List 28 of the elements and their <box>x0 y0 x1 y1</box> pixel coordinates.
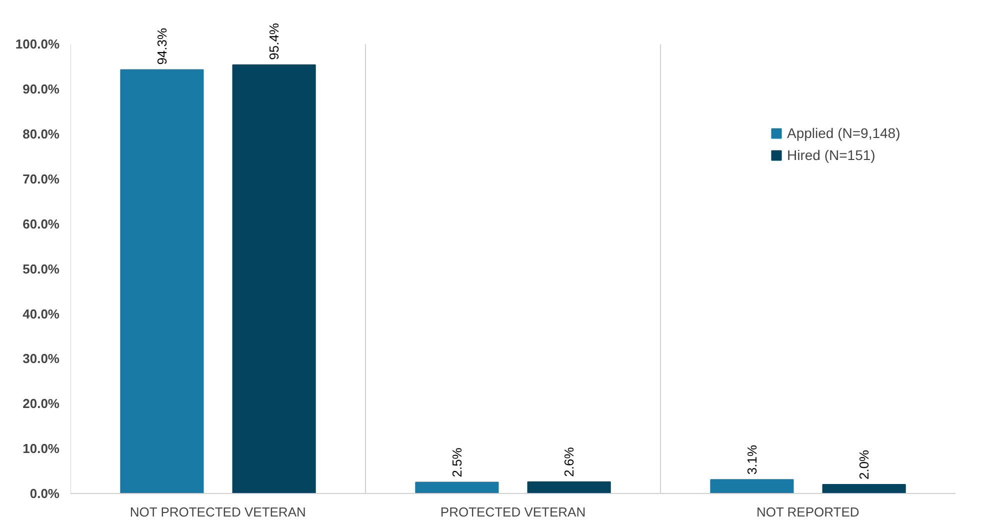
data-label: 2.5% <box>449 447 464 478</box>
y-tick-label: 0.0% <box>30 486 60 501</box>
y-tick-label: 80.0% <box>22 126 60 142</box>
legend-label: Hired (N=151) <box>787 147 876 163</box>
y-tick-label: 30.0% <box>22 351 60 366</box>
legend-label: Applied (N=9,148) <box>787 125 900 141</box>
bar <box>120 69 204 494</box>
y-tick-label: 100.0% <box>15 36 60 52</box>
data-label: 3.1% <box>744 444 760 475</box>
data-label: 94.3% <box>154 28 170 65</box>
y-tick-label: 10.0% <box>22 441 60 456</box>
y-tick-label: 60.0% <box>22 216 60 232</box>
data-label: 95.4% <box>266 22 282 60</box>
bar <box>415 482 499 494</box>
y-tick-label: 90.0% <box>22 82 60 97</box>
y-tick-label: 50.0% <box>22 261 60 276</box>
y-tick-label: 20.0% <box>22 396 60 412</box>
y-tick-label: 70.0% <box>22 171 60 186</box>
bar <box>710 479 794 494</box>
x-tick-label: NOT REPORTED <box>756 504 860 520</box>
y-tick-label: 40.0% <box>22 306 60 322</box>
bar <box>822 484 906 494</box>
data-label: 2.6% <box>562 446 577 477</box>
x-tick-label: NOT PROTECTED VETERAN <box>130 504 306 520</box>
bar <box>232 64 316 494</box>
bar <box>527 481 611 494</box>
x-tick-label: PROTECTED VETERAN <box>440 504 586 520</box>
data-label: 2.0% <box>856 449 872 480</box>
